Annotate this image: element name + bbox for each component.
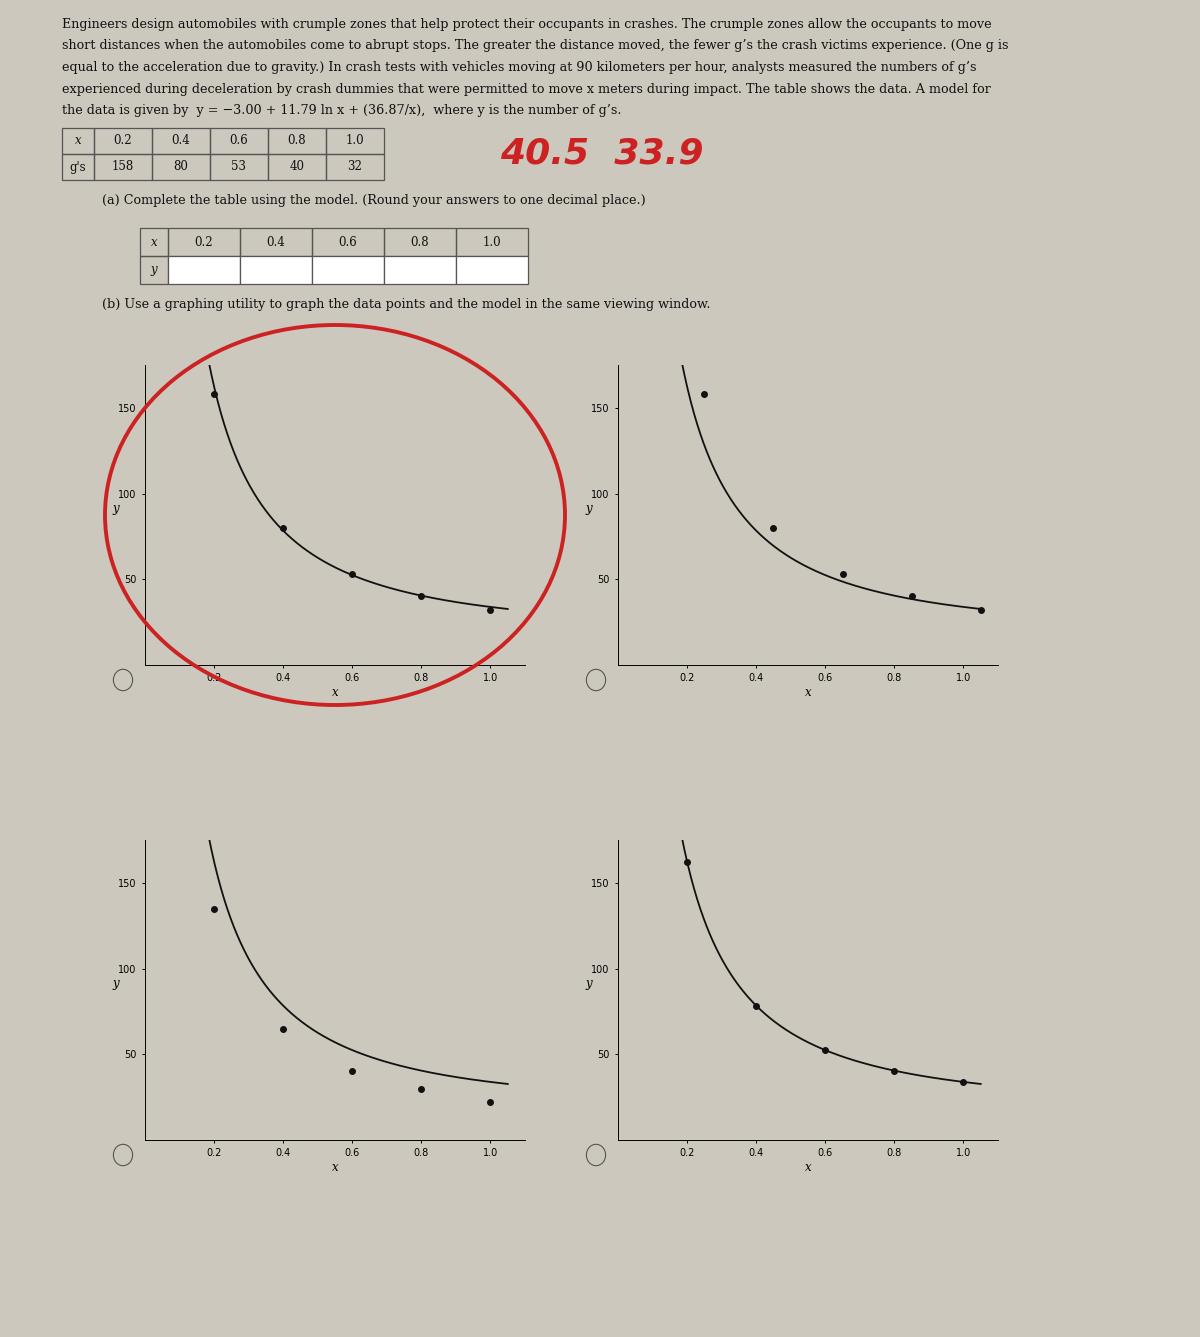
Text: 78.4: 78.4 <box>263 263 289 277</box>
X-axis label: x: x <box>331 1161 338 1174</box>
Point <box>274 1017 293 1039</box>
Y-axis label: y: y <box>586 501 592 515</box>
Bar <box>268 154 326 180</box>
Text: 40.4: 40.4 <box>407 263 433 277</box>
Point <box>343 563 362 584</box>
Text: x: x <box>151 235 157 249</box>
Bar <box>168 255 240 283</box>
Text: 32: 32 <box>348 160 362 174</box>
Bar <box>312 255 384 283</box>
Bar <box>456 255 528 283</box>
Point <box>204 384 223 405</box>
Text: 0.4: 0.4 <box>172 135 191 147</box>
Point <box>481 1091 500 1112</box>
Bar <box>268 128 326 154</box>
Point <box>746 995 766 1016</box>
Point <box>954 1071 973 1092</box>
Bar <box>62 154 94 180</box>
Text: 33.6: 33.6 <box>479 263 505 277</box>
Text: 0.2: 0.2 <box>114 135 132 147</box>
Text: experienced during deceleration by crash dummies that were permitted to move x m: experienced during deceleration by crash… <box>62 83 991 95</box>
Text: (b) Use a graphing utility to graph the data points and the model in the same vi: (b) Use a graphing utility to graph the … <box>102 298 710 312</box>
Text: the data is given by  y = −3.00 + 11.79 ln x + (36.87/x),  where y is the number: the data is given by y = −3.00 + 11.79 l… <box>62 104 622 118</box>
Text: 52.4: 52.4 <box>335 263 361 277</box>
Point <box>764 517 784 539</box>
Text: 162.4: 162.4 <box>187 263 221 277</box>
Point <box>481 599 500 620</box>
X-axis label: x: x <box>805 1161 811 1174</box>
Bar <box>62 128 94 154</box>
Bar <box>152 154 210 180</box>
Bar <box>94 128 152 154</box>
Text: 0.6: 0.6 <box>338 235 358 249</box>
Bar <box>312 229 384 255</box>
Bar <box>326 128 384 154</box>
Point <box>204 898 223 920</box>
Text: 0.8: 0.8 <box>410 235 430 249</box>
X-axis label: x: x <box>331 686 338 699</box>
Text: 0.4: 0.4 <box>266 235 286 249</box>
Text: 0.6: 0.6 <box>229 135 248 147</box>
Bar <box>210 128 268 154</box>
Point <box>412 1078 431 1099</box>
Text: 53: 53 <box>232 160 246 174</box>
Text: short distances when the automobiles come to abrupt stops. The greater the dista: short distances when the automobiles com… <box>62 40 1008 52</box>
Bar <box>326 154 384 180</box>
Point <box>274 517 293 539</box>
Bar <box>384 255 456 283</box>
Bar <box>152 128 210 154</box>
Text: g's: g's <box>70 160 86 174</box>
Bar <box>240 255 312 283</box>
Point <box>971 599 990 620</box>
Point <box>902 586 922 607</box>
Text: 40: 40 <box>289 160 305 174</box>
Text: 1.0: 1.0 <box>346 135 365 147</box>
Text: y: y <box>151 263 157 277</box>
Y-axis label: y: y <box>112 977 119 989</box>
Text: 0.8: 0.8 <box>288 135 306 147</box>
Text: 158: 158 <box>112 160 134 174</box>
Bar <box>140 255 168 283</box>
Point <box>884 1060 904 1082</box>
Bar <box>456 229 528 255</box>
Text: 0.2: 0.2 <box>194 235 214 249</box>
Text: x: x <box>74 135 82 147</box>
Bar <box>168 229 240 255</box>
Bar <box>140 229 168 255</box>
Bar <box>240 229 312 255</box>
Point <box>678 850 697 872</box>
Bar <box>94 154 152 180</box>
Text: (a) Complete the table using the model. (Round your answers to one decimal place: (a) Complete the table using the model. … <box>102 194 646 207</box>
X-axis label: x: x <box>805 686 811 699</box>
Point <box>343 1060 362 1082</box>
Bar <box>384 229 456 255</box>
Y-axis label: y: y <box>112 501 119 515</box>
Point <box>816 1039 835 1060</box>
Text: Engineers design automobiles with crumple zones that help protect their occupant: Engineers design automobiles with crumpl… <box>62 17 991 31</box>
Point <box>412 586 431 607</box>
Y-axis label: y: y <box>586 977 592 989</box>
Text: 40.5  33.9: 40.5 33.9 <box>500 136 703 171</box>
Bar <box>210 154 268 180</box>
Text: equal to the acceleration due to gravity.) In crash tests with vehicles moving a: equal to the acceleration due to gravity… <box>62 62 977 74</box>
Text: 1.0: 1.0 <box>482 235 502 249</box>
Point <box>695 384 714 405</box>
Point <box>833 563 852 584</box>
Text: 80: 80 <box>174 160 188 174</box>
